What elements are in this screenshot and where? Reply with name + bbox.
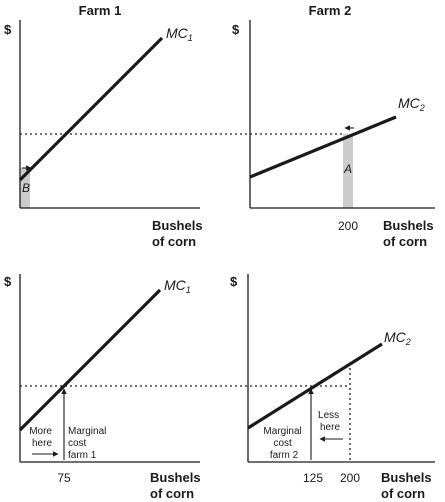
area-a-shading	[343, 134, 353, 208]
mc2-label: MC2	[398, 95, 425, 113]
panel-bottom-farm1: $ More here Marginal cost farm 1 MC1 75 …	[4, 274, 350, 501]
y-axis-symbol: $	[4, 22, 12, 37]
less-here-text: Less here	[318, 410, 342, 433]
x-axis-label-line2: of corn	[381, 486, 425, 501]
mc1-curve	[18, 36, 164, 182]
less-here-line: Less	[318, 410, 339, 421]
marginal-cost-farm2-text: Marginal cost farm 2	[263, 426, 304, 461]
panel-top-farm2: $ A MC2 200 Bushels of corn	[232, 20, 435, 249]
farm1-title: Farm 1	[79, 3, 122, 18]
marginal-cost-line: cost	[273, 438, 292, 449]
x-axis-label-line2: of corn	[152, 234, 196, 249]
mc-text: MC	[384, 329, 407, 345]
panel-top-farm1: $ B MC1 Bushels of corn	[4, 20, 345, 249]
marginal-cost-line: cost	[68, 438, 87, 449]
mc-subscript: 1	[188, 33, 193, 43]
farm2-title: Farm 2	[309, 3, 352, 18]
more-here-text: More here	[29, 426, 55, 449]
x-axis-label-line2: of corn	[383, 234, 427, 249]
less-here-line: here	[320, 422, 340, 433]
x-axis-label-line2: of corn	[150, 486, 194, 501]
tick-label-75: 75	[57, 471, 71, 485]
mc-text: MC	[164, 277, 187, 293]
mc2-label: MC2	[384, 329, 411, 347]
marginal-cost-line: farm 2	[270, 450, 299, 461]
mc1-curve	[18, 288, 162, 432]
tick-label-200: 200	[338, 219, 358, 233]
x-axis-label-line1: Bushels	[383, 218, 434, 233]
mc2-curve	[247, 342, 383, 430]
mc1-label: MC1	[164, 277, 191, 295]
marginal-cost-line: Marginal	[68, 426, 106, 437]
area-a-label: A	[343, 162, 352, 176]
mc2-curve	[249, 115, 397, 179]
x-axis-label-line1: Bushels	[152, 218, 203, 233]
y-axis-symbol: $	[4, 274, 12, 289]
x-axis-label-line1: Bushels	[150, 470, 201, 485]
mc-text: MC	[398, 95, 421, 111]
mc1-label: MC1	[166, 25, 193, 43]
marginal-cost-line: farm 1	[68, 450, 97, 461]
x-axis-label-line1: Bushels	[381, 470, 432, 485]
mc-subscript: 1	[186, 285, 191, 295]
tick-label-125: 125	[303, 471, 323, 485]
y-axis-symbol: $	[232, 22, 240, 37]
y-axis-symbol: $	[230, 274, 238, 289]
panel-bottom-farm2: $ Less here Marginal cost farm 2 MC2 125…	[230, 274, 435, 501]
marginal-cost-farm1-text: Marginal cost farm 1	[68, 426, 109, 461]
area-b-shading	[20, 168, 30, 208]
marginal-cost-line: Marginal	[263, 426, 301, 437]
mc-subscript: 2	[405, 337, 411, 347]
area-b-label: B	[22, 181, 30, 195]
more-here-line: here	[32, 438, 52, 449]
tick-label-200: 200	[340, 471, 360, 485]
mc-subscript: 2	[419, 103, 425, 113]
more-here-line: More	[29, 426, 52, 437]
mc-text: MC	[166, 25, 189, 41]
